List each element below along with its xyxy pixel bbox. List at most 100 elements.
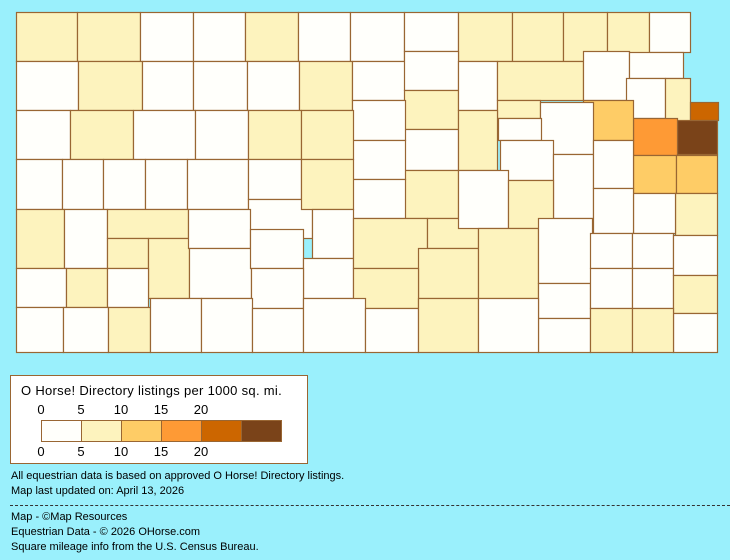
county[interactable]: [537, 282, 592, 320]
county[interactable]: [351, 139, 407, 181]
county[interactable]: [300, 158, 355, 211]
county[interactable]: [194, 109, 250, 161]
county[interactable]: [132, 109, 197, 161]
county[interactable]: [302, 257, 355, 300]
county[interactable]: [648, 11, 692, 54]
county[interactable]: [537, 317, 592, 354]
county[interactable]: [297, 11, 352, 63]
county[interactable]: [632, 154, 678, 195]
county[interactable]: [631, 267, 675, 310]
county[interactable]: [589, 267, 634, 310]
county[interactable]: [497, 117, 543, 142]
county[interactable]: [15, 60, 80, 112]
county[interactable]: [364, 307, 420, 354]
county[interactable]: [675, 154, 719, 195]
county[interactable]: [351, 178, 407, 220]
county[interactable]: [62, 306, 110, 354]
county[interactable]: [141, 60, 195, 112]
county[interactable]: [496, 60, 585, 102]
county[interactable]: [628, 51, 685, 80]
county[interactable]: [76, 11, 142, 63]
county[interactable]: [457, 109, 499, 172]
county[interactable]: [417, 297, 480, 354]
county[interactable]: [15, 267, 68, 309]
county[interactable]: [672, 234, 719, 277]
county[interactable]: [188, 247, 253, 300]
county[interactable]: [672, 274, 719, 315]
legend-tick: 20: [193, 402, 209, 417]
county[interactable]: [589, 232, 634, 270]
county[interactable]: [149, 297, 203, 354]
county[interactable]: [107, 306, 152, 354]
county[interactable]: [192, 11, 247, 63]
county[interactable]: [300, 109, 355, 161]
county[interactable]: [631, 307, 675, 354]
county[interactable]: [582, 50, 631, 102]
county[interactable]: [674, 192, 719, 237]
county[interactable]: [632, 192, 677, 235]
county[interactable]: [15, 109, 72, 161]
county[interactable]: [552, 153, 595, 220]
county[interactable]: [186, 158, 250, 211]
county[interactable]: [106, 267, 150, 309]
county[interactable]: [351, 99, 407, 142]
county[interactable]: [147, 237, 191, 300]
county[interactable]: [417, 247, 480, 300]
county[interactable]: [403, 50, 460, 92]
county[interactable]: [246, 60, 301, 112]
county[interactable]: [15, 306, 65, 354]
county[interactable]: [349, 11, 406, 63]
county[interactable]: [511, 11, 565, 63]
county[interactable]: [496, 99, 542, 120]
county[interactable]: [249, 228, 305, 270]
county[interactable]: [352, 217, 429, 270]
county[interactable]: [144, 158, 189, 211]
county[interactable]: [632, 117, 679, 157]
county[interactable]: [457, 60, 499, 112]
county[interactable]: [192, 60, 249, 112]
county[interactable]: [403, 89, 460, 131]
county[interactable]: [15, 11, 79, 63]
county[interactable]: [61, 158, 105, 211]
county[interactable]: [592, 187, 635, 235]
county[interactable]: [351, 60, 407, 102]
county[interactable]: [403, 11, 460, 53]
county[interactable]: [247, 109, 303, 161]
county[interactable]: [244, 11, 300, 63]
county[interactable]: [63, 208, 109, 270]
county[interactable]: [457, 169, 510, 230]
county[interactable]: [537, 217, 594, 285]
county[interactable]: [302, 297, 367, 354]
county[interactable]: [298, 60, 354, 112]
county[interactable]: [631, 232, 675, 270]
county[interactable]: [477, 297, 540, 354]
county[interactable]: [672, 312, 719, 354]
county[interactable]: [403, 128, 460, 172]
county[interactable]: [200, 297, 254, 354]
county[interactable]: [251, 307, 305, 354]
data-credit: Equestrian Data - © 2026 OHorse.com: [11, 526, 201, 538]
county[interactable]: [187, 208, 252, 250]
legend-tick: 10: [113, 402, 129, 417]
county[interactable]: [106, 208, 190, 240]
county[interactable]: [65, 267, 109, 309]
county[interactable]: [499, 139, 555, 182]
county[interactable]: [69, 109, 135, 161]
county[interactable]: [15, 208, 66, 270]
county[interactable]: [106, 237, 150, 270]
county[interactable]: [247, 158, 303, 201]
county[interactable]: [589, 307, 634, 354]
county[interactable]: [403, 169, 460, 220]
county[interactable]: [15, 158, 64, 211]
divider: [10, 505, 730, 506]
county[interactable]: [689, 101, 720, 122]
county[interactable]: [102, 158, 147, 211]
county[interactable]: [139, 11, 195, 63]
county[interactable]: [676, 119, 719, 156]
county[interactable]: [77, 60, 144, 112]
county[interactable]: [250, 267, 305, 310]
county[interactable]: [477, 227, 540, 300]
county[interactable]: [311, 208, 355, 260]
county[interactable]: [592, 139, 635, 190]
county[interactable]: [457, 11, 514, 63]
